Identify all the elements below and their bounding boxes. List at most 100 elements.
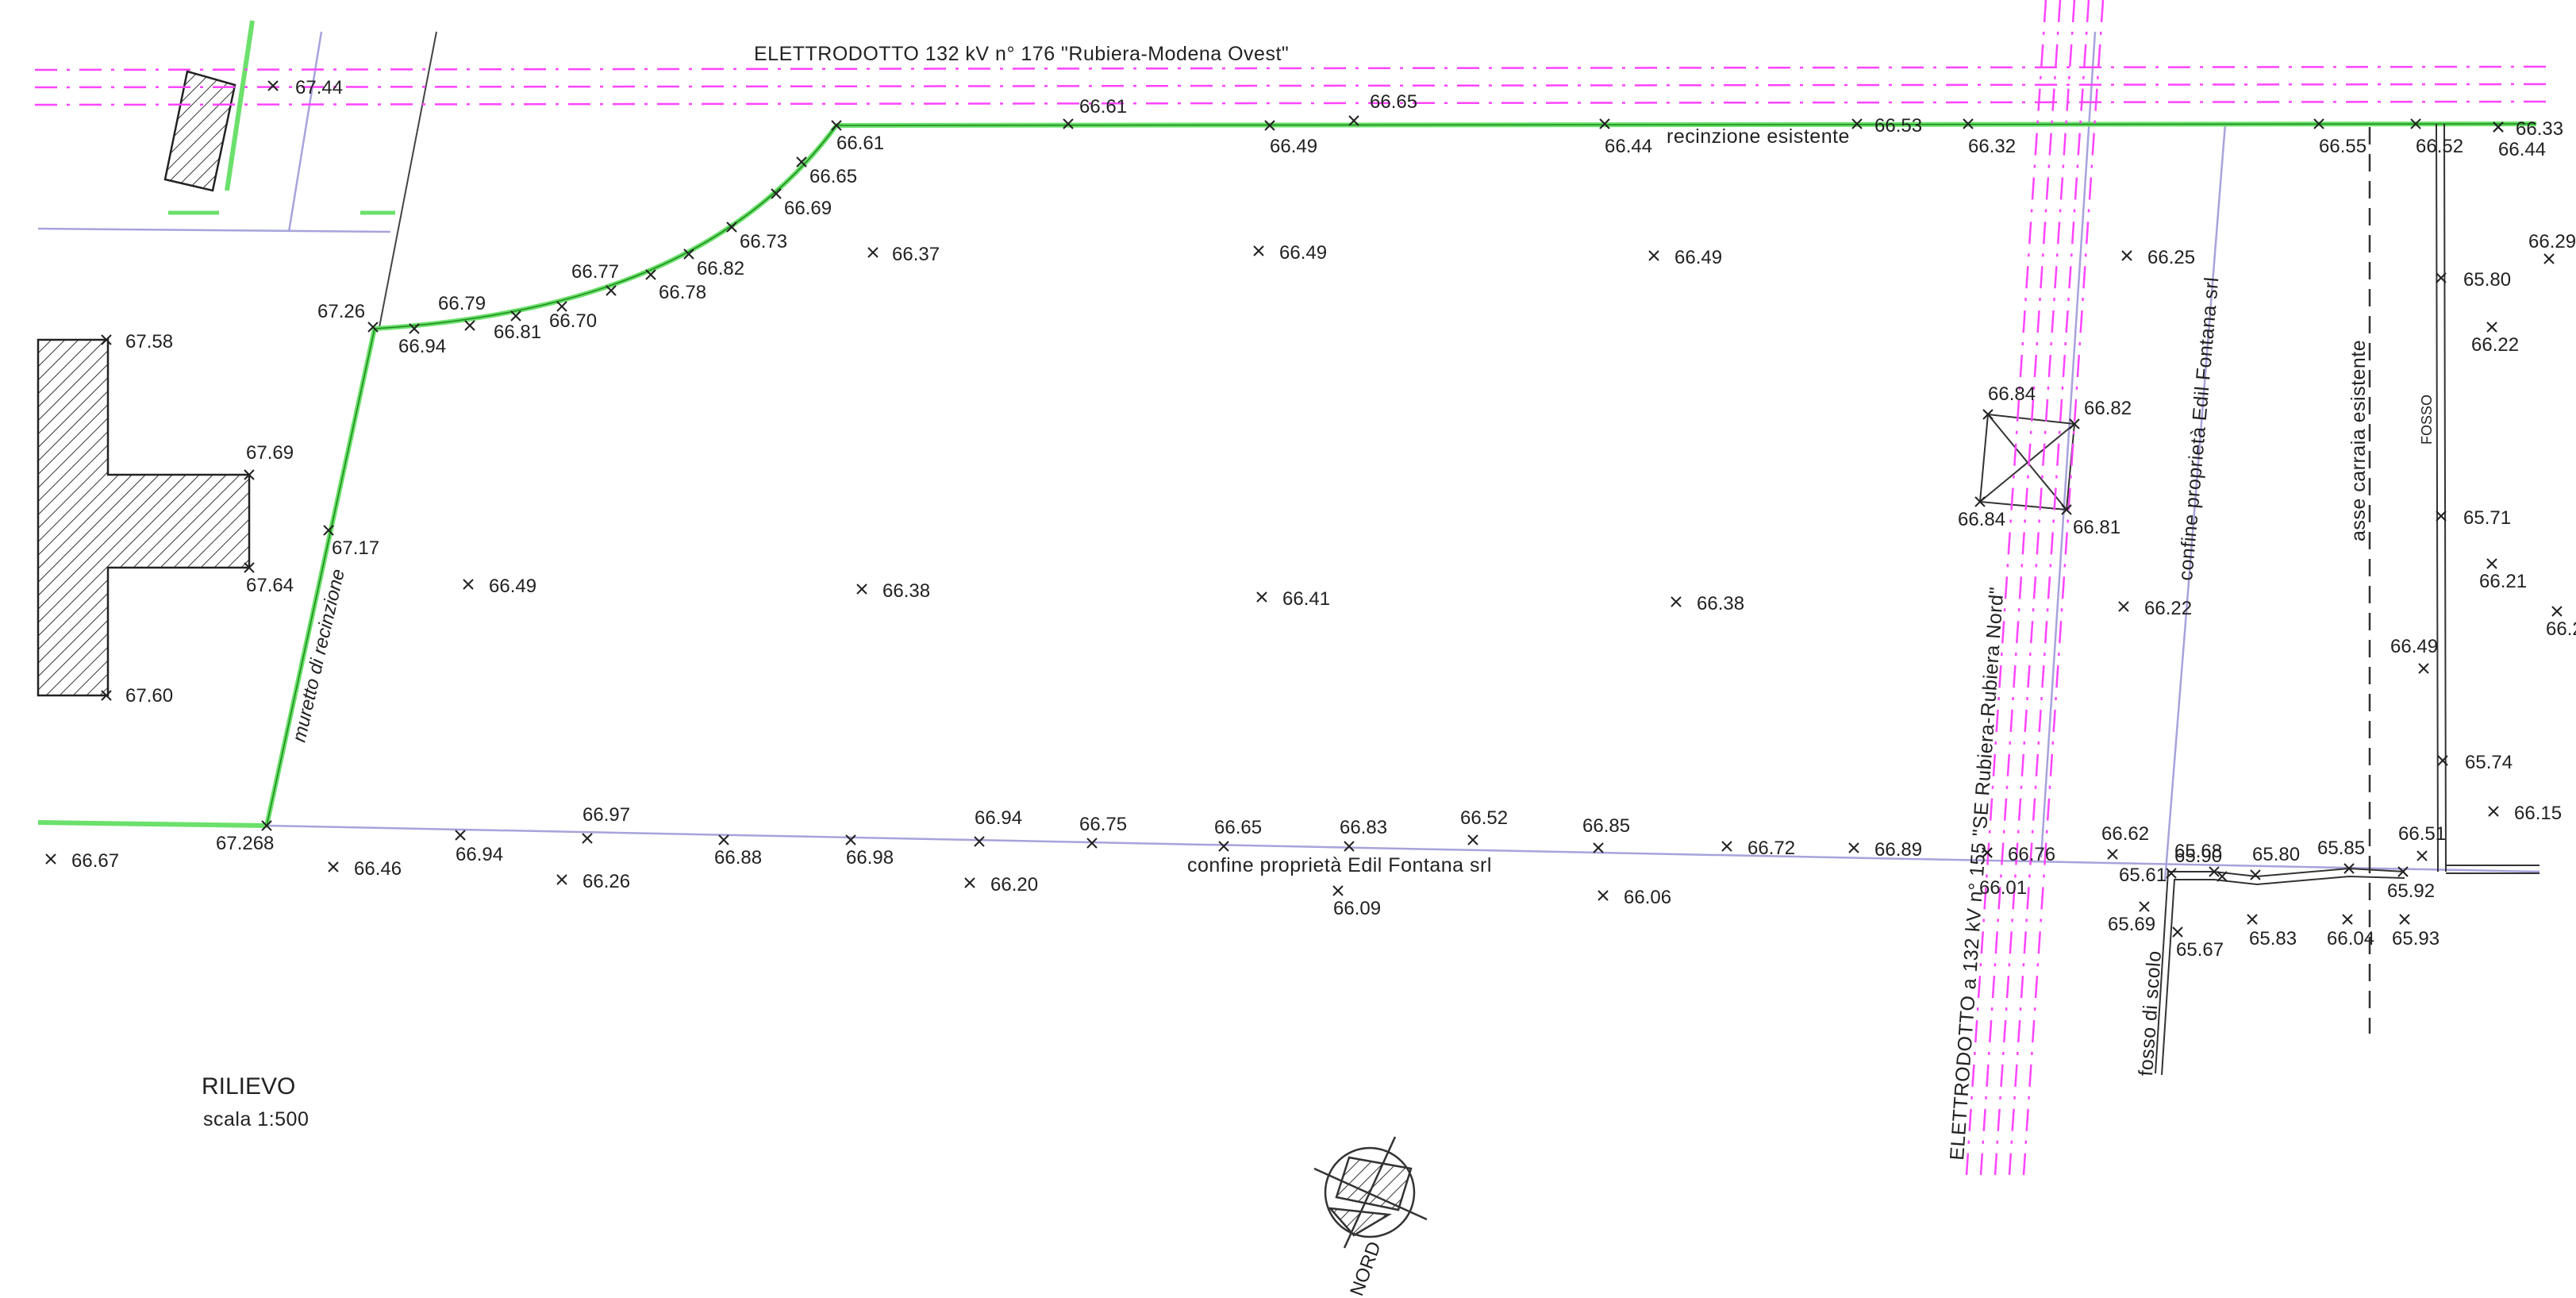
spot-height-marker bbox=[2250, 869, 2261, 880]
spot-height-value: 66.49 bbox=[1270, 136, 1317, 157]
spot-height-value: 66.67 bbox=[71, 850, 119, 872]
building-west bbox=[37, 338, 251, 697]
spot-height-value: 66.77 bbox=[571, 261, 619, 283]
spot-height: 66.38 bbox=[856, 580, 930, 602]
spot-height: 66.65 bbox=[1214, 817, 1262, 852]
spot-height-value: 66.76 bbox=[2008, 844, 2055, 865]
spot-height-value: 66.25 bbox=[2147, 247, 2195, 268]
spot-height-value: 66.53 bbox=[1874, 115, 1922, 137]
spot-height-value: 66.46 bbox=[354, 858, 402, 880]
property-line-east bbox=[2163, 123, 2227, 882]
spot-height-value: 65.90 bbox=[2174, 845, 2222, 867]
spot-height-marker bbox=[101, 690, 112, 701]
spot-height-marker bbox=[101, 334, 112, 345]
spot-height-marker bbox=[244, 469, 255, 480]
spot-height-marker bbox=[845, 834, 856, 845]
spot-height-value: 65.80 bbox=[2252, 844, 2300, 865]
spot-height: 65.67 bbox=[2172, 926, 2224, 961]
spot-height: 66.94 bbox=[974, 807, 1022, 847]
spot-height-marker bbox=[831, 120, 842, 131]
spot-height-value: 66.70 bbox=[549, 310, 597, 332]
spot-height-value: 66.65 bbox=[809, 166, 857, 187]
spot-height-marker bbox=[2486, 322, 2497, 333]
spot-height-marker bbox=[2061, 504, 2072, 515]
ditch-east-a bbox=[2436, 123, 2439, 872]
spot-height: 66.55 bbox=[2313, 118, 2366, 157]
spot-height-marker bbox=[244, 562, 255, 573]
spot-height: 65.85 bbox=[2317, 838, 2365, 874]
spot-height: 65.92 bbox=[2387, 866, 2435, 902]
spot-height-marker bbox=[726, 221, 737, 233]
spot-height: 67.26 bbox=[317, 301, 379, 333]
spot-height: 66.79 bbox=[438, 293, 486, 331]
spot-height-value: 66.51 bbox=[2398, 823, 2446, 845]
spot-height: 66.78 bbox=[645, 269, 706, 303]
spot-height: 66.01 bbox=[1979, 847, 2027, 899]
spot-height-marker bbox=[1253, 245, 1264, 256]
spot-height: 66.67 bbox=[45, 850, 119, 872]
property-line-south bbox=[266, 824, 2540, 873]
fence-south-west bbox=[37, 820, 267, 828]
spot-height: 65.90 bbox=[2174, 845, 2228, 882]
spot-height-value: 66.49 bbox=[1674, 247, 1722, 268]
spot-height-value: 66.2 bbox=[2546, 618, 2576, 640]
spot-height: 67.58 bbox=[101, 331, 173, 352]
spot-height-marker bbox=[409, 323, 420, 334]
spot-height-marker bbox=[45, 853, 56, 865]
spot-height-value: 66.65 bbox=[1370, 91, 1417, 113]
spot-height-value: 65.83 bbox=[2249, 928, 2297, 949]
spot-height: 66.72 bbox=[1721, 838, 1795, 859]
spot-height-marker bbox=[464, 320, 475, 331]
spot-height-value: 66.06 bbox=[1624, 887, 1671, 908]
spot-height-value: 65.71 bbox=[2463, 507, 2511, 529]
spot-height-marker bbox=[1963, 118, 1974, 129]
spot-height: 65.80 bbox=[2436, 269, 2511, 291]
spot-height-value: 66.44 bbox=[1605, 136, 1652, 157]
spot-height: 66.62 bbox=[2101, 823, 2149, 860]
spot-height: 66.32 bbox=[1963, 118, 2016, 157]
spot-height-marker bbox=[2493, 121, 2504, 133]
spot-height-marker bbox=[1851, 118, 1863, 129]
spot-height: 65.83 bbox=[2247, 914, 2297, 949]
dark-reference-line bbox=[379, 31, 437, 328]
spot-height-marker bbox=[1848, 842, 1859, 853]
spot-height-value: 66.82 bbox=[2084, 398, 2132, 419]
north-arrow bbox=[1313, 1136, 1428, 1249]
spot-height-marker bbox=[683, 248, 694, 260]
spot-height: 66.61 bbox=[831, 120, 884, 154]
spot-height-marker bbox=[718, 834, 729, 845]
spot-height-marker bbox=[1974, 496, 1986, 507]
spot-height: 66.06 bbox=[1598, 887, 1671, 908]
spot-height-marker bbox=[1467, 834, 1478, 845]
spot-height-value: 66.72 bbox=[1747, 838, 1795, 859]
spot-height-marker bbox=[1598, 890, 1609, 901]
spot-height-marker bbox=[556, 874, 567, 885]
spot-height: 66.49 bbox=[1264, 120, 1317, 157]
spot-height-marker bbox=[1086, 838, 1098, 849]
spot-height-value: 66.21 bbox=[2479, 571, 2527, 592]
spot-height: 67.17 bbox=[323, 525, 379, 559]
spot-height-marker bbox=[1256, 591, 1267, 603]
spot-height-marker bbox=[2488, 806, 2499, 817]
label-fence-existing: recinzione esistente bbox=[1667, 125, 1850, 148]
drain-ditch-b bbox=[2161, 875, 2405, 1076]
spot-height: 66.49 bbox=[2390, 636, 2438, 674]
spot-height: 66.44 bbox=[1599, 118, 1652, 157]
spot-height: 66.53 bbox=[1851, 115, 1922, 137]
spot-height: 66.65 bbox=[1348, 91, 1417, 126]
spot-height: 66.29 bbox=[2528, 231, 2576, 264]
spot-height: 65.74 bbox=[2437, 752, 2513, 773]
power-line-north bbox=[34, 65, 2548, 106]
spot-height-value: 66.22 bbox=[2144, 598, 2192, 619]
spot-height-marker bbox=[1063, 118, 1074, 129]
spot-height: 65.93 bbox=[2392, 914, 2440, 949]
spot-height-value: 66.82 bbox=[697, 258, 744, 279]
spot-height-marker bbox=[856, 584, 867, 595]
spot-height-value: 66.26 bbox=[582, 871, 630, 892]
spot-height-value: 66.49 bbox=[1279, 242, 1327, 264]
spot-height-marker bbox=[2436, 510, 2447, 522]
spot-height-marker bbox=[328, 861, 339, 872]
spot-height-marker bbox=[1721, 841, 1732, 852]
spot-height: 66.46 bbox=[328, 858, 402, 880]
spot-height-marker bbox=[974, 836, 985, 847]
